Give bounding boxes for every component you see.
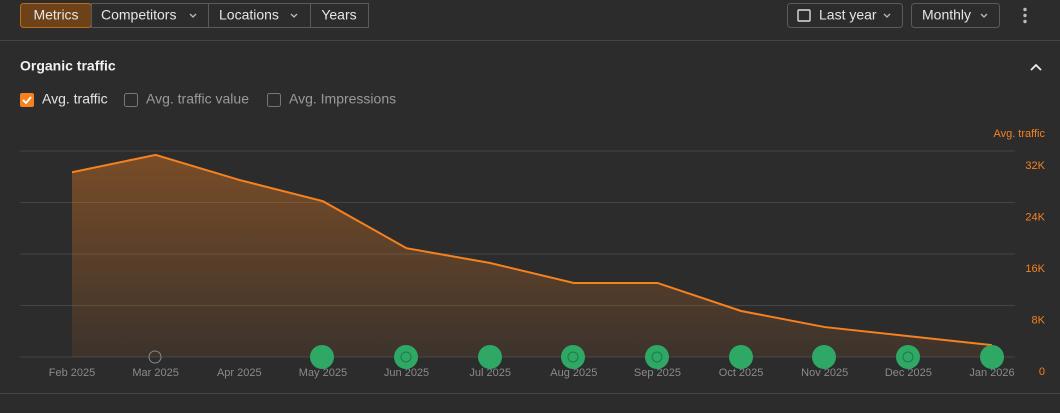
y-tick-label: 0 xyxy=(1039,366,1045,378)
x-tick-label: Sep 2025 xyxy=(634,367,681,379)
y-tick-label: 32K xyxy=(1025,160,1045,172)
interval-button[interactable] xyxy=(911,3,1000,28)
period-button[interactable] xyxy=(787,3,903,28)
x-tick-label: Aug 2025 xyxy=(550,367,597,379)
check-mark xyxy=(22,96,32,105)
y-tick-label: 24K xyxy=(1025,211,1045,223)
interval-label: Monthly xyxy=(922,7,971,23)
area-line xyxy=(71,153,993,347)
checkbox-label: Avg. traffic xyxy=(42,91,108,107)
panel-title: Organic traffic xyxy=(20,58,116,74)
x-tick-label: Feb 2025 xyxy=(49,367,95,379)
checkbox[interactable] xyxy=(124,93,138,107)
event-marker[interactable] xyxy=(394,345,418,369)
tab-locations[interactable] xyxy=(208,3,311,28)
chart: 0 8K 16K 24K 32K Feb 2025 Mar 2025 Apr 2025 May … xyxy=(20,150,1046,379)
period-label: Last year xyxy=(819,7,877,23)
x-tick-label: Nov 2025 xyxy=(801,367,848,379)
checkbox-checked[interactable] xyxy=(20,93,34,107)
chevron xyxy=(290,13,298,18)
tab-years[interactable] xyxy=(310,3,369,28)
checkbox-label: Avg. traffic value xyxy=(146,91,249,107)
tab-label: Locations xyxy=(219,7,279,23)
event-marker[interactable] xyxy=(645,345,669,369)
x-tick-label: Dec 2025 xyxy=(885,367,932,379)
chevron xyxy=(980,13,988,18)
x-tick-label: Mar 2025 xyxy=(132,367,178,379)
tab-competitors[interactable] xyxy=(91,3,209,28)
google-update-icon[interactable] xyxy=(148,350,162,364)
y-axis-title: Avg. traffic xyxy=(993,128,1045,140)
tab-label: Competitors xyxy=(101,7,176,23)
tab-label: Years xyxy=(321,7,356,23)
x-tick-label: Jan 2026 xyxy=(969,367,1014,379)
event-marker[interactable] xyxy=(812,345,836,369)
event-icon xyxy=(651,351,663,363)
event-marker[interactable] xyxy=(729,345,753,369)
tab-group: Metrics Competitors Locations Years xyxy=(20,3,369,28)
y-tick-label: 8K xyxy=(1032,314,1046,326)
tab-label: Metrics xyxy=(33,7,78,23)
x-tick-label: Oct 2025 xyxy=(719,367,764,379)
calendar-icon xyxy=(797,9,811,22)
x-tick-label: Jun 2025 xyxy=(384,367,429,379)
event-marker[interactable] xyxy=(310,345,334,369)
event-icon xyxy=(400,351,412,363)
kebab-menu[interactable] xyxy=(1023,7,1027,24)
y-tick-label: 16K xyxy=(1025,263,1045,275)
x-tick-label: Apr 2025 xyxy=(217,367,262,379)
area-fill xyxy=(72,154,992,357)
event-marker[interactable] xyxy=(980,345,1004,369)
event-marker[interactable] xyxy=(478,345,502,369)
chevron xyxy=(883,13,891,18)
checkbox-label: Avg. Impressions xyxy=(289,91,396,107)
event-marker[interactable] xyxy=(561,345,585,369)
events xyxy=(148,345,1004,369)
event-icon xyxy=(902,351,914,363)
event-icon xyxy=(567,351,579,363)
x-tick-label: Jul 2025 xyxy=(469,367,511,379)
chevron xyxy=(189,13,197,18)
event-marker[interactable] xyxy=(896,345,920,369)
checkbox[interactable] xyxy=(267,93,281,107)
x-tick-label: May 2025 xyxy=(299,367,347,379)
collapse-icon[interactable] xyxy=(1030,63,1042,71)
